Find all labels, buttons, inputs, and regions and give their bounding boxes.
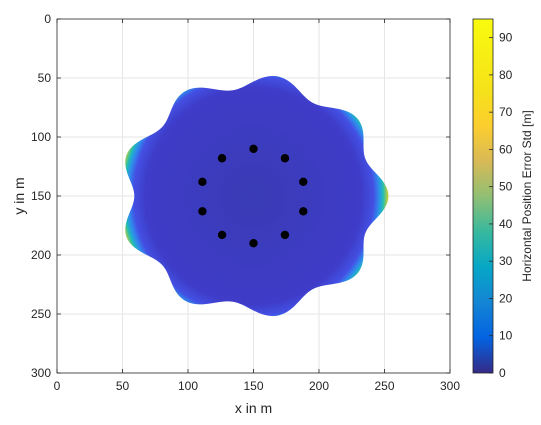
colorbar-tick-label: 70 bbox=[499, 105, 513, 119]
colorbar-tick-label: 90 bbox=[499, 31, 513, 45]
x-tick-label: 0 bbox=[54, 379, 61, 393]
station-point bbox=[249, 144, 258, 153]
station-point bbox=[280, 154, 290, 163]
y-tick-label: 0 bbox=[44, 12, 51, 26]
colorbar-tick-label: 20 bbox=[499, 291, 513, 305]
colorbar-label: Horizontal Position Error Std [m] bbox=[520, 110, 534, 281]
colorbar-tick-label: 60 bbox=[499, 142, 513, 156]
station-point bbox=[280, 230, 290, 240]
colorbar-tick-label: 30 bbox=[499, 254, 513, 268]
x-tick-label: 200 bbox=[309, 379, 329, 393]
y-axis-label: y in m bbox=[11, 177, 27, 214]
y-axis-ticks: 0 50 100 150 200 250 300 bbox=[31, 12, 450, 380]
colorbar bbox=[472, 18, 494, 374]
station-point bbox=[249, 239, 258, 248]
y-tick-label: 50 bbox=[38, 71, 52, 85]
x-tick-label: 250 bbox=[374, 379, 394, 393]
station-point bbox=[217, 154, 227, 163]
station-point bbox=[217, 230, 227, 240]
colorbar-ticks: 0 10 20 30 40 50 60 70 80 90 bbox=[489, 31, 513, 380]
x-axis-label: x in m bbox=[235, 400, 272, 416]
station-point bbox=[299, 207, 308, 216]
station-point bbox=[299, 177, 308, 187]
x-tick-label: 50 bbox=[116, 379, 130, 393]
colorbar-tick-label: 0 bbox=[499, 366, 506, 380]
y-tick-label: 200 bbox=[31, 248, 51, 262]
x-tick-label: 300 bbox=[440, 379, 460, 393]
x-tick-label: 100 bbox=[178, 379, 198, 393]
colorbar-tick-label: 50 bbox=[499, 180, 513, 194]
y-tick-label: 250 bbox=[31, 307, 51, 321]
y-tick-label: 300 bbox=[31, 366, 51, 380]
colorbar-tick-label: 40 bbox=[499, 217, 513, 231]
stations bbox=[198, 144, 308, 248]
station-point bbox=[198, 177, 207, 187]
y-tick-label: 150 bbox=[31, 189, 51, 203]
y-tick-label: 100 bbox=[31, 130, 51, 144]
station-point bbox=[198, 207, 207, 216]
x-axis-ticks: 0 50 100 150 200 250 300 bbox=[54, 19, 460, 393]
colorbar-tick-label: 80 bbox=[499, 68, 513, 82]
x-tick-label: 150 bbox=[243, 379, 263, 393]
coverage-region bbox=[125, 75, 389, 317]
colorbar-tick-label: 10 bbox=[499, 329, 513, 343]
